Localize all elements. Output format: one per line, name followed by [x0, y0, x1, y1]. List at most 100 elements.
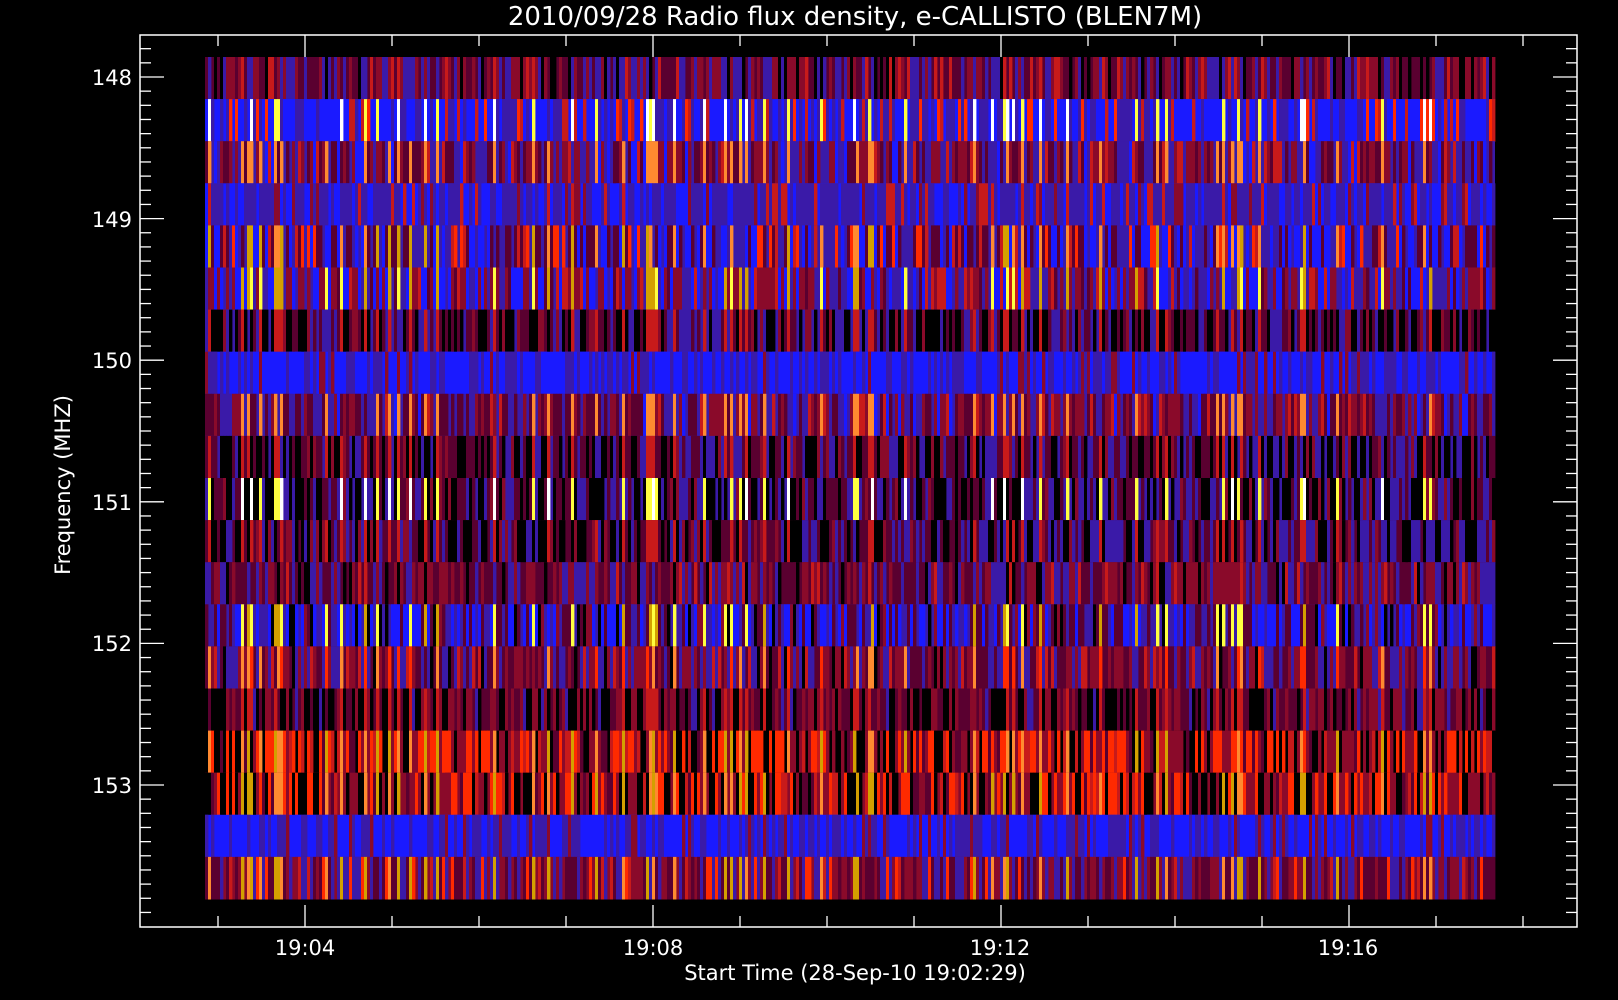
- heatmap-cell: [1258, 351, 1262, 395]
- heatmap-cell: [1072, 435, 1076, 479]
- heatmap-cell: [373, 309, 377, 353]
- heatmap-cell: [760, 478, 764, 521]
- heatmap-cell: [325, 520, 329, 563]
- heatmap-cell: [1210, 267, 1214, 311]
- heatmap-cell: [532, 99, 536, 142]
- heatmap-cell: [706, 141, 710, 184]
- heatmap-cell: [1081, 309, 1085, 353]
- heatmap-cell: [205, 225, 209, 268]
- heatmap-cell: [1207, 183, 1211, 226]
- heatmap-cell: [919, 57, 923, 100]
- heatmap-cell: [1027, 435, 1031, 479]
- heatmap-cell: [289, 99, 293, 142]
- heatmap-cell: [382, 267, 386, 311]
- heatmap-cell: [1192, 57, 1196, 100]
- heatmap-cell: [1435, 141, 1439, 184]
- heatmap-cell: [1231, 562, 1235, 605]
- heatmap-cell: [1285, 99, 1289, 142]
- heatmap-cell: [772, 435, 776, 479]
- heatmap-cell: [1150, 351, 1154, 395]
- heatmap-cell: [889, 309, 893, 353]
- heatmap-cell: [1018, 562, 1022, 605]
- heatmap-cell: [856, 309, 860, 353]
- heatmap-cell: [934, 351, 938, 395]
- heatmap-cell: [1270, 478, 1274, 521]
- heatmap-cell: [1366, 393, 1370, 437]
- heatmap-cell: [1000, 562, 1004, 605]
- heatmap-cell: [544, 99, 548, 142]
- heatmap-cell: [829, 520, 833, 563]
- heatmap-cell: [1051, 393, 1055, 437]
- heatmap-cell: [355, 351, 359, 395]
- heatmap-cell: [1159, 351, 1163, 395]
- heatmap-cell: [652, 267, 656, 311]
- heatmap-cell: [1141, 520, 1145, 563]
- heatmap-cell: [379, 309, 383, 353]
- heatmap-cell: [1039, 435, 1043, 479]
- heatmap-cell: [655, 435, 659, 479]
- heatmap-cell: [853, 141, 857, 184]
- heatmap-cell: [925, 267, 929, 311]
- heatmap-cell: [697, 183, 701, 226]
- heatmap-cell: [1324, 309, 1328, 353]
- heatmap-cell: [1429, 351, 1433, 395]
- heatmap-cell: [1249, 393, 1253, 437]
- heatmap-cell: [1444, 225, 1448, 268]
- heatmap-cell: [883, 562, 887, 605]
- heatmap-cell: [973, 183, 977, 226]
- heatmap-cell: [1279, 99, 1283, 142]
- heatmap-cell: [718, 267, 722, 311]
- heatmap-cell: [901, 99, 905, 142]
- heatmap-cell: [1474, 267, 1478, 311]
- heatmap-cell: [895, 225, 899, 268]
- heatmap-cell: [814, 225, 818, 268]
- heatmap-cell: [688, 57, 692, 100]
- heatmap-cell: [874, 604, 878, 647]
- heatmap-cell: [250, 435, 254, 479]
- heatmap-cell: [445, 351, 449, 395]
- heatmap-cell: [595, 351, 599, 395]
- heatmap-cell: [1432, 478, 1436, 521]
- heatmap-cell: [727, 225, 731, 268]
- heatmap-cell: [1387, 141, 1391, 184]
- heatmap-cell: [283, 99, 287, 142]
- heatmap-cell: [571, 435, 575, 479]
- heatmap-cell: [1087, 478, 1091, 521]
- heatmap-cell: [451, 520, 455, 563]
- heatmap-cell: [934, 141, 938, 184]
- heatmap-cell: [265, 604, 269, 647]
- heatmap-cell: [619, 393, 623, 437]
- heatmap-cell: [1297, 478, 1301, 521]
- heatmap-cell: [322, 478, 326, 521]
- heatmap-cell: [391, 604, 395, 647]
- heatmap-cell: [412, 183, 416, 226]
- heatmap-cell: [664, 57, 668, 100]
- heatmap-cell: [1198, 99, 1202, 142]
- heatmap-cell: [415, 99, 419, 142]
- heatmap-cell: [1210, 562, 1214, 605]
- heatmap-cell: [1486, 267, 1490, 311]
- heatmap-cell: [775, 478, 779, 521]
- heatmap-cell: [1393, 351, 1397, 395]
- heatmap-cell: [1012, 478, 1016, 521]
- heatmap-cell: [1372, 141, 1376, 184]
- heatmap-cell: [343, 225, 347, 268]
- heatmap-cell: [967, 478, 971, 521]
- heatmap-cell: [1168, 225, 1172, 268]
- heatmap-cell: [1126, 393, 1130, 437]
- heatmap-cell: [700, 99, 704, 142]
- heatmap-cell: [625, 435, 629, 479]
- heatmap-cell: [1177, 141, 1181, 184]
- heatmap-cell: [1057, 141, 1061, 184]
- heatmap-cell: [1483, 478, 1487, 521]
- heatmap-cell: [1162, 309, 1166, 353]
- heatmap-cell: [886, 267, 890, 311]
- heatmap-cell: [769, 183, 773, 226]
- heatmap-cell: [298, 141, 302, 184]
- heatmap-cell: [1123, 141, 1127, 184]
- heatmap-cell: [277, 225, 281, 268]
- heatmap-cell: [784, 309, 788, 353]
- heatmap-cell: [253, 393, 257, 437]
- heatmap-cell: [1471, 478, 1475, 521]
- heatmap-cell: [217, 562, 221, 605]
